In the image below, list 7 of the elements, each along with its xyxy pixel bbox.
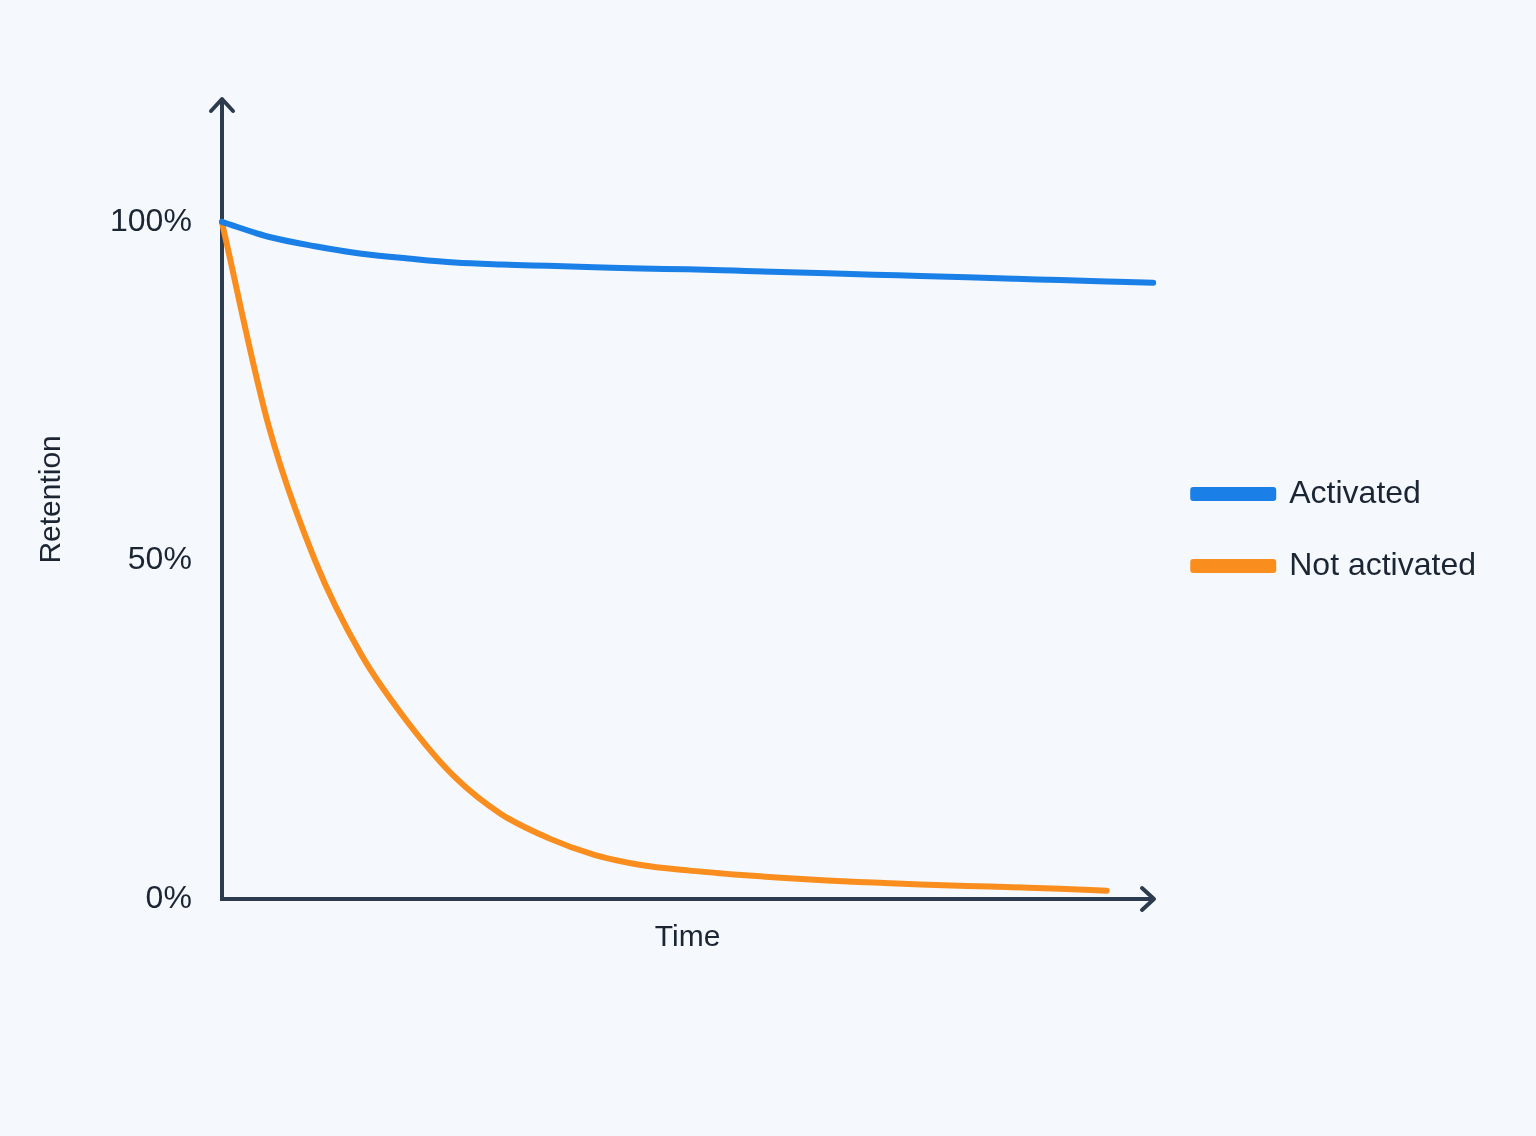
y-tick-label: 0% (145, 878, 192, 915)
y-axis-title: Retention (33, 435, 67, 564)
legend-label: Not activated (1289, 545, 1476, 582)
legend-label: Activated (1289, 473, 1421, 510)
x-axis-title: Time (654, 919, 721, 953)
y-tick-label: 50% (127, 540, 192, 577)
y-tick-label: 100% (110, 201, 192, 238)
